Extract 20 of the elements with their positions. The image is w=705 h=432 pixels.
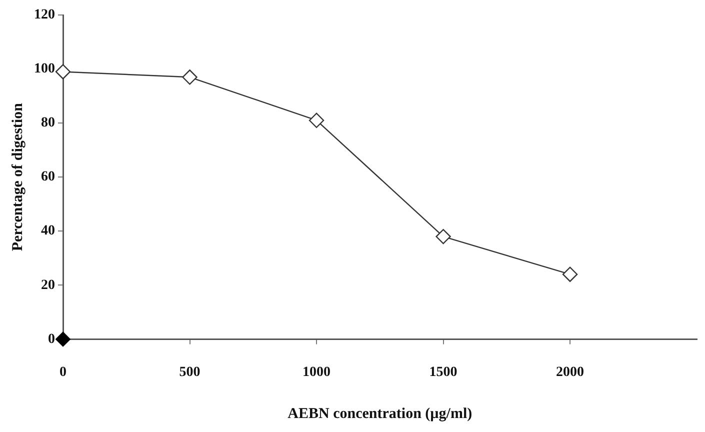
y-tick-label: 100 [34, 62, 55, 77]
point [436, 228, 451, 244]
y-tick-label: 60 [41, 170, 55, 185]
x-axis-title: AEBN concentration (µg/ml) [288, 406, 472, 422]
point [562, 266, 578, 282]
y-axis-title: Percentage of digestion [10, 102, 26, 252]
y-tick-label: 120 [34, 8, 55, 23]
y-tick-label: 40 [41, 224, 55, 239]
point [55, 64, 71, 80]
x-tick-label: 500 [179, 365, 200, 380]
point [56, 332, 70, 347]
x-tick-label: 2000 [556, 365, 584, 380]
y-tick-label: 80 [41, 116, 55, 131]
y-tick-label: 20 [41, 278, 55, 293]
x-tick-label: 1500 [429, 365, 458, 380]
point [308, 112, 324, 128]
y-tick-label: 0 [48, 332, 55, 347]
x-tick-label: 1000 [302, 365, 331, 380]
point [182, 70, 198, 85]
x-tick-label: 0 [60, 365, 66, 380]
